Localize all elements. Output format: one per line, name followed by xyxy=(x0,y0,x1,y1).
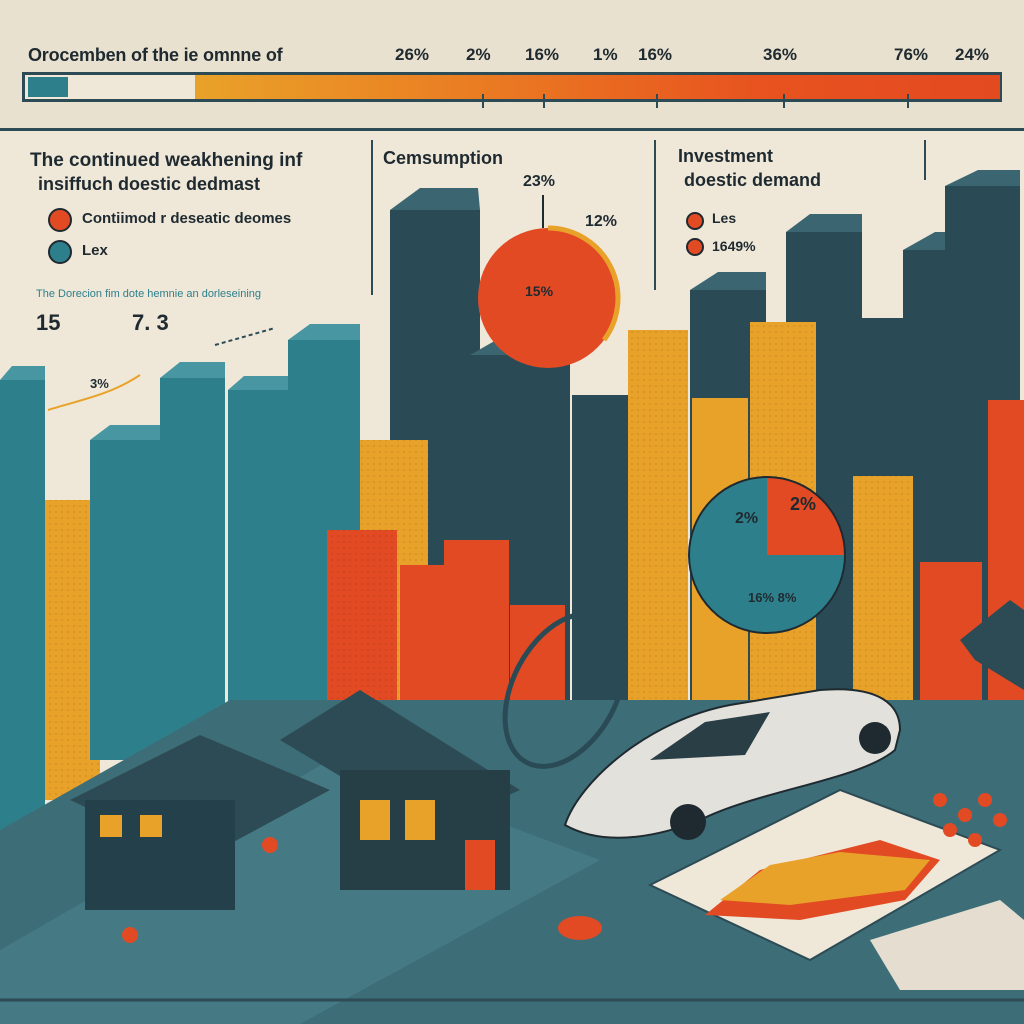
right-title-1: Investment xyxy=(678,146,774,166)
center-percent-top: 23% xyxy=(523,173,556,190)
top-percent: 36% xyxy=(763,45,798,64)
legend-dot-red xyxy=(48,208,72,232)
right-legend-2: 1649% xyxy=(712,238,756,254)
progress-tick xyxy=(907,94,909,108)
houses xyxy=(70,600,1024,910)
left-title-1: The continued weakhening inf xyxy=(30,150,303,171)
left-caption: The Dorecion fim dote hemnie an dorlesei… xyxy=(36,288,262,300)
left-number-1: 15 xyxy=(36,310,61,335)
center-percent-right: 12% xyxy=(585,213,618,230)
top-percent: 16% xyxy=(525,45,560,64)
top-percent: 24% xyxy=(955,45,990,64)
ring-sculpture xyxy=(502,611,628,769)
progress-tick xyxy=(482,94,484,108)
left-title-2: insiffuch doestic dedmast xyxy=(38,174,261,194)
legend-dot-red xyxy=(686,238,704,256)
right-legend-1: Les xyxy=(712,210,737,226)
left-percent: 3% xyxy=(90,376,109,391)
legend-dot-red xyxy=(686,212,704,230)
top-band: Orocemben of the ie omnne of 26% 2% 16% … xyxy=(0,0,1024,131)
progress-bar-start xyxy=(28,77,68,97)
legend-dot-teal xyxy=(48,240,72,264)
right-pie-bottom: 16% 8% xyxy=(748,590,797,605)
right-pie-left: 2% xyxy=(735,510,759,527)
car xyxy=(563,688,902,840)
center-title: Cemsumption xyxy=(383,148,504,168)
top-percent: 16% xyxy=(638,45,673,64)
top-percent: 2% xyxy=(466,45,491,64)
arrow-line xyxy=(47,374,141,411)
pie-center xyxy=(478,195,621,368)
right-pie-right: 2% xyxy=(790,494,817,514)
left-legend-1: Contiimod r deseatic deomes xyxy=(82,210,292,227)
top-percent: 26% xyxy=(395,45,430,64)
arrow-line xyxy=(214,327,276,346)
top-title: Orocemben of the ie omnne of xyxy=(28,45,283,65)
progress-bar-fill xyxy=(195,75,1000,99)
pie-right xyxy=(688,476,846,634)
top-percent: 76% xyxy=(894,45,929,64)
left-legend-2: Lex xyxy=(82,242,108,259)
flowers xyxy=(122,793,1007,943)
location-pin xyxy=(558,916,602,940)
progress-tick xyxy=(783,94,785,108)
top-percent: 1% xyxy=(593,45,618,64)
progress-tick xyxy=(543,94,545,108)
progress-tick xyxy=(656,94,658,108)
progress-bar xyxy=(22,72,1002,102)
center-pie-label: 15% xyxy=(525,283,554,299)
left-number-2: 7. 3 xyxy=(132,310,169,335)
right-title-2: doestic demand xyxy=(684,170,822,190)
